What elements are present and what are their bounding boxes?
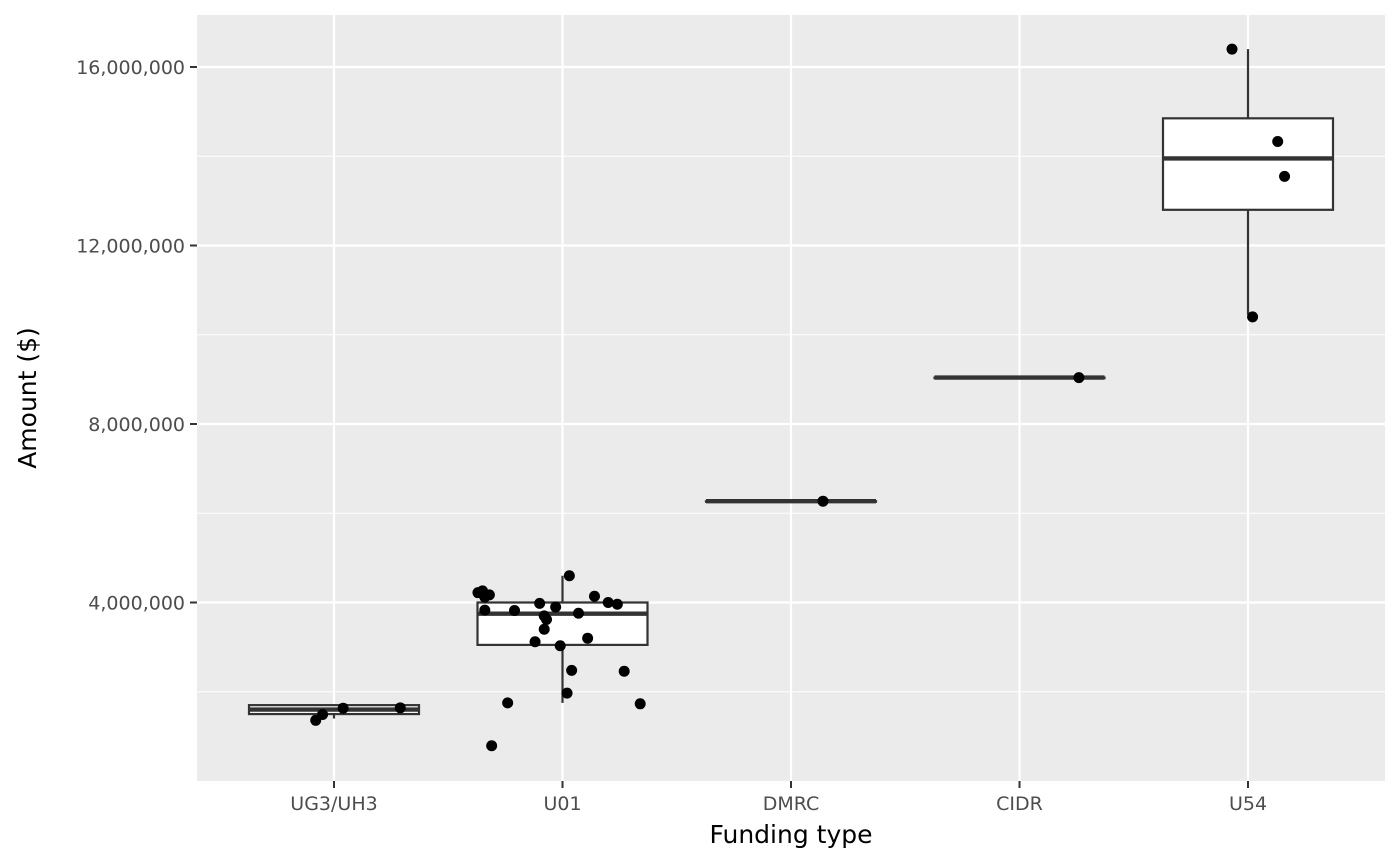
box-dmrc bbox=[704, 499, 878, 504]
box-ug3-uh3 bbox=[247, 704, 421, 719]
box-u01 bbox=[476, 575, 649, 703]
data-point bbox=[479, 604, 491, 616]
data-point bbox=[541, 613, 553, 625]
y-axis: 4,000,000 8,000,000 12,000,000 16,000,000 bbox=[76, 57, 197, 615]
y-axis-title: Amount ($) bbox=[13, 327, 42, 469]
x-tick-label: DMRC bbox=[763, 793, 820, 815]
data-point bbox=[618, 665, 630, 677]
x-tick-label: U54 bbox=[1229, 793, 1267, 815]
y-tick-label: 16,000,000 bbox=[76, 57, 185, 79]
y-tick-label: 4,000,000 bbox=[88, 593, 185, 615]
data-point bbox=[572, 607, 584, 619]
data-point bbox=[529, 636, 541, 648]
data-point bbox=[534, 597, 546, 609]
data-point bbox=[1226, 43, 1238, 55]
x-tick-label: U01 bbox=[543, 793, 581, 815]
data-point bbox=[394, 702, 406, 714]
data-point bbox=[1247, 311, 1259, 323]
y-tick-label: 8,000,000 bbox=[88, 414, 185, 436]
boxes bbox=[247, 49, 1335, 719]
data-point bbox=[588, 590, 600, 602]
data-point bbox=[486, 740, 498, 752]
x-tick-label: UG3/UH3 bbox=[290, 793, 377, 815]
data-point bbox=[317, 709, 329, 721]
data-point bbox=[538, 623, 550, 635]
data-point bbox=[483, 589, 495, 601]
data-point bbox=[550, 601, 562, 613]
y-tick-label: 12,000,000 bbox=[76, 236, 185, 258]
data-point bbox=[554, 640, 566, 652]
data-point bbox=[563, 570, 575, 582]
x-axis: UG3/UH3 U01 DMRC CIDR U54 bbox=[290, 781, 1267, 815]
data-point bbox=[634, 698, 646, 710]
data-point bbox=[1279, 170, 1291, 182]
data-point bbox=[561, 687, 573, 699]
data-point bbox=[509, 605, 521, 617]
box-body bbox=[476, 601, 649, 646]
data-point bbox=[817, 495, 829, 507]
data-point bbox=[1073, 372, 1085, 384]
x-tick-label: CIDR bbox=[996, 793, 1043, 815]
box-u54 bbox=[1161, 49, 1335, 315]
data-point bbox=[566, 664, 578, 676]
data-point bbox=[337, 702, 349, 714]
x-axis-title: Funding type bbox=[709, 820, 872, 849]
data-point bbox=[611, 598, 623, 610]
data-point bbox=[502, 697, 514, 709]
box-body bbox=[1161, 117, 1335, 211]
data-point bbox=[1272, 136, 1284, 148]
data-point bbox=[582, 632, 594, 644]
points bbox=[310, 43, 1291, 752]
data-point bbox=[602, 597, 614, 608]
